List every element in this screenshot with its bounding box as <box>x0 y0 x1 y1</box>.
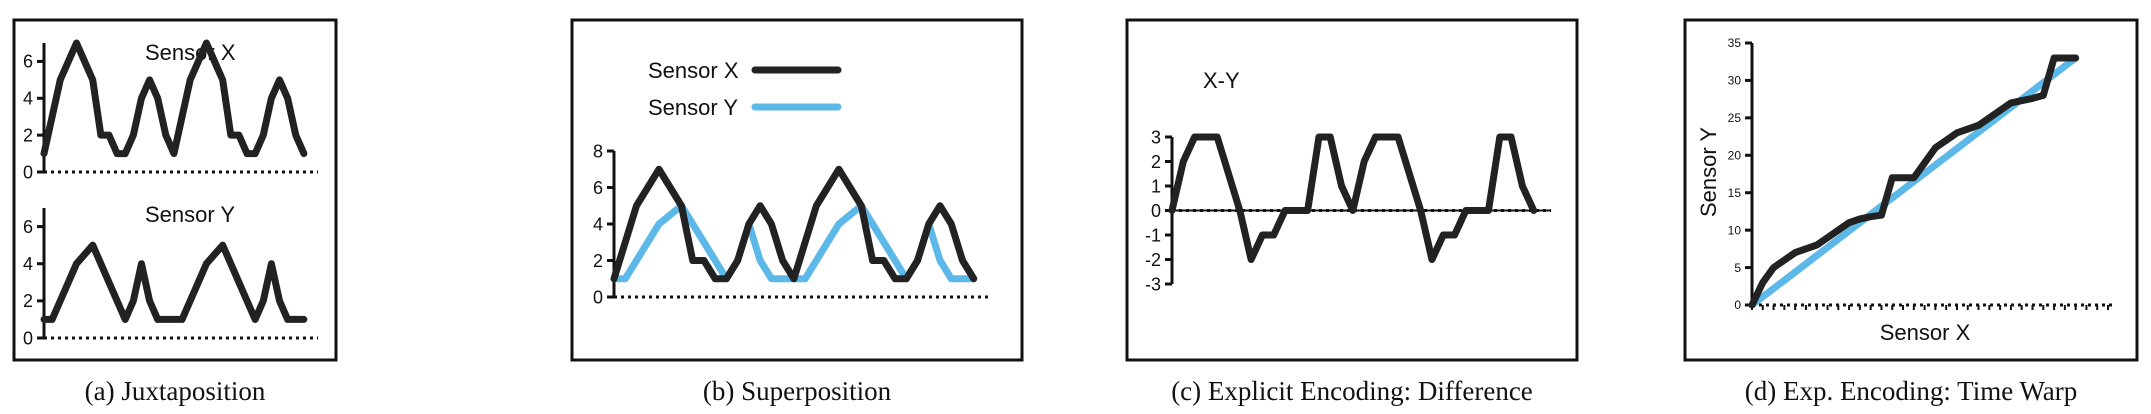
d-y-tick-label: 0 <box>1734 298 1741 312</box>
panel-b-frame <box>570 18 1024 362</box>
c-y-tick-label: 2 <box>1151 152 1161 172</box>
panel-a-top-title: Sensor X <box>145 40 236 65</box>
d-y-tick-label: 20 <box>1728 148 1742 162</box>
a_bottom-y-tick-label: 6 <box>23 217 33 237</box>
d-y-tick-label: 5 <box>1734 261 1741 275</box>
a_bottom-series-primary-line <box>40 241 308 323</box>
caption-d: (d) Exp. Encoding: Time Warp <box>1745 376 2078 406</box>
legend-label-sensor-x: Sensor X <box>648 58 739 83</box>
caption-c: (c) Explicit Encoding: Difference <box>1171 376 1533 406</box>
d-y-tick-label: 35 <box>1728 36 1742 50</box>
legend-label-sensor-y: Sensor Y <box>648 95 738 120</box>
a_top-y-tick-label: 4 <box>23 89 33 109</box>
b-y-tick-label: 0 <box>593 287 603 307</box>
d-series-primary-line <box>1748 54 2080 309</box>
c-y-tick-label: -2 <box>1145 250 1161 270</box>
b-y-tick-label: 2 <box>593 251 603 271</box>
a_top-series-primary-line <box>40 39 308 158</box>
a_bottom-y-tick-label: 4 <box>23 254 33 274</box>
a_top-y-tick-label: 6 <box>23 52 33 72</box>
a_top-y-tick-label: 0 <box>23 162 33 182</box>
d-y-tick-label: 30 <box>1728 74 1742 88</box>
a_bottom-y-tick-label: 0 <box>23 328 33 348</box>
panel-a-frame <box>12 18 338 362</box>
a_top-y-tick-label: 2 <box>23 125 33 145</box>
panel-a-bottom-title: Sensor Y <box>145 202 235 227</box>
a_bottom-y-tick-label: 2 <box>23 291 33 311</box>
b-y-tick-label: 6 <box>593 178 603 198</box>
b-y-tick-label: 4 <box>593 214 603 234</box>
b-series-primary-line <box>610 165 978 283</box>
c-y-tick-label: 3 <box>1151 127 1161 147</box>
d-y-tick-label: 15 <box>1728 186 1742 200</box>
d-y-tick-label: 10 <box>1728 223 1742 237</box>
panel-d-xlabel: Sensor X <box>1880 320 1971 345</box>
c-y-tick-label: 0 <box>1151 201 1161 221</box>
panel-d-ylabel: Sensor Y <box>1696 127 1721 217</box>
c-y-tick-label: -3 <box>1145 274 1161 294</box>
c-series-primary-line <box>1168 133 1538 263</box>
caption-a: (a) Juxtaposition <box>85 376 266 406</box>
c-y-tick-label: 1 <box>1151 176 1161 196</box>
d-y-tick-label: 25 <box>1728 111 1742 125</box>
panel-c-frame <box>1125 18 1579 362</box>
caption-b: (b) Superposition <box>703 376 892 406</box>
c-y-tick-label: -1 <box>1145 225 1161 245</box>
d-series-secondary-line <box>1748 54 2080 309</box>
panel-c-title: X-Y <box>1203 68 1240 93</box>
b-y-tick-label: 8 <box>593 141 603 161</box>
panel-d-frame <box>1683 18 2139 362</box>
